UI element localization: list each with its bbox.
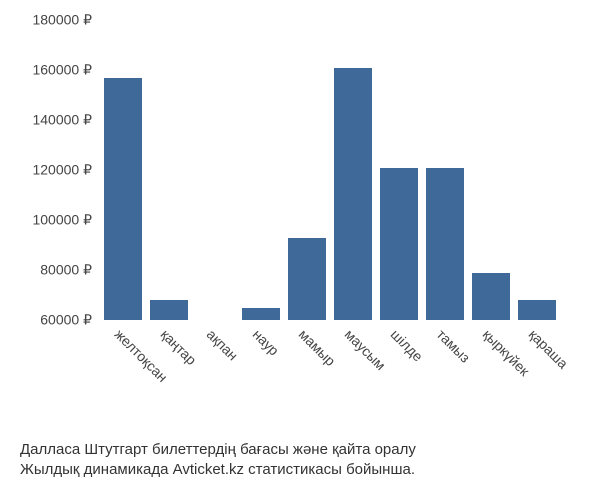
- bar: [426, 168, 464, 321]
- y-tick-label: 180000 ₽: [32, 12, 100, 29]
- x-tick-label: маусым: [342, 326, 389, 373]
- bar: [518, 300, 556, 320]
- x-tick-label: қаңтар: [158, 326, 200, 368]
- bar: [472, 273, 510, 321]
- y-tick-label: 140000 ₽: [32, 112, 100, 129]
- chart-caption: Далласа Штутгарт билеттердің бағасы және…: [20, 440, 580, 481]
- x-tick-label: шілде: [388, 326, 427, 365]
- bars-group: [100, 20, 560, 320]
- price-bar-chart: 60000 ₽ 80000 ₽ 100000 ₽ 120000 ₽ 140000 ₽ 16…: [0, 0, 600, 500]
- bar: [242, 308, 280, 321]
- bar: [380, 168, 418, 321]
- y-tick-label: 80000 ₽: [40, 262, 100, 279]
- y-tick-label: 160000 ₽: [32, 62, 100, 79]
- y-tick-label: 120000 ₽: [32, 162, 100, 179]
- x-tick-label: мамыр: [296, 326, 339, 369]
- bar: [150, 300, 188, 320]
- x-tick-label: наур: [250, 326, 283, 359]
- x-tick-label: қараша: [526, 326, 572, 372]
- x-tick-label: қыркүйек: [480, 326, 533, 379]
- plot-area: 60000 ₽80000 ₽100000 ₽120000 ₽140000 ₽16…: [100, 20, 560, 320]
- caption-line-1: Далласа Штутгарт билеттердің бағасы және…: [20, 440, 580, 460]
- y-tick-label: 60000 ₽: [40, 312, 100, 329]
- x-tick-label: ақпан: [204, 326, 241, 363]
- caption-line-2: Жылдық динамикада Avticket.kz статистика…: [20, 460, 580, 480]
- bar: [104, 78, 142, 321]
- x-tick-label: тамыз: [434, 326, 474, 366]
- bar: [288, 238, 326, 321]
- bar: [334, 68, 372, 321]
- y-tick-label: 100000 ₽: [32, 212, 100, 229]
